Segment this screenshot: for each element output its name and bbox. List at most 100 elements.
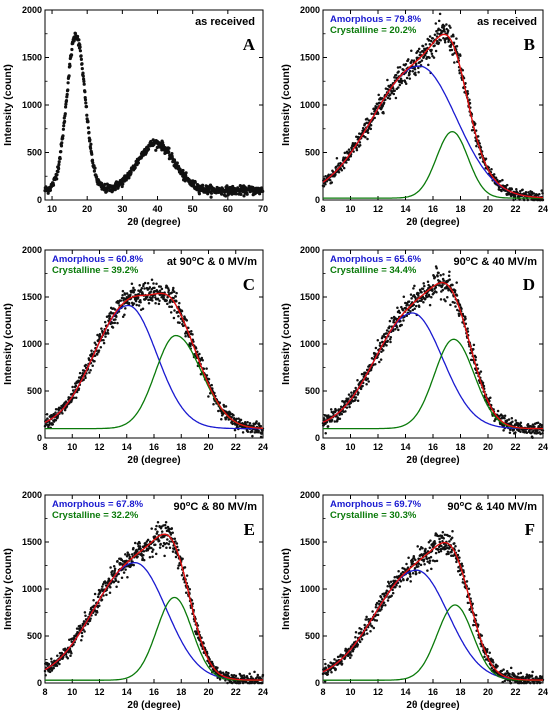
data-point (242, 194, 246, 198)
data-point (391, 591, 395, 595)
data-point (441, 288, 445, 292)
data-point (114, 579, 118, 582)
data-point (114, 180, 119, 184)
data-point (411, 571, 415, 575)
data-point (411, 560, 415, 563)
data-point (393, 575, 396, 579)
data-point (531, 670, 534, 674)
data-point (84, 376, 87, 380)
data-point (143, 281, 147, 285)
data-point (78, 49, 82, 53)
data-point (420, 298, 424, 301)
data-point (507, 418, 511, 421)
data-point (160, 287, 164, 291)
data-point (139, 299, 142, 302)
data-point (106, 328, 110, 332)
data-point (428, 56, 431, 59)
data-point (146, 538, 150, 542)
data-point (66, 88, 70, 92)
data-point (180, 573, 184, 577)
data-point (181, 168, 185, 173)
data-point (501, 178, 504, 182)
legend-crystalline: Crystalline = 34.4% (330, 265, 417, 276)
y-tick-label: 1500 (22, 53, 42, 63)
data-point (90, 349, 93, 352)
data-point (365, 615, 368, 619)
data-point (220, 418, 223, 421)
data-point (127, 176, 131, 180)
data-point (163, 554, 166, 558)
data-point (195, 630, 198, 634)
data-point (70, 47, 74, 52)
data-point (407, 556, 410, 559)
data-point (447, 552, 450, 556)
data-point (165, 546, 168, 550)
data-point (111, 569, 114, 573)
data-point (455, 294, 459, 297)
data-point (54, 411, 57, 414)
data-point (390, 594, 393, 598)
data-point (324, 666, 327, 669)
data-point (104, 335, 107, 338)
data-point (486, 648, 489, 651)
data-point (426, 560, 429, 563)
data-point (406, 577, 409, 581)
data-point (531, 436, 534, 439)
x-tick-label: 8 (42, 442, 47, 452)
x-tick-label: 12 (373, 687, 383, 697)
data-point (451, 283, 454, 287)
data-point (475, 144, 478, 148)
data-point (455, 37, 458, 40)
data-point (177, 315, 180, 318)
data-point (391, 87, 395, 90)
data-point (67, 74, 71, 78)
data-point (469, 351, 472, 355)
y-tick-label: 1000 (300, 100, 320, 110)
panel-letter: B (524, 35, 535, 54)
data-point (172, 296, 175, 300)
data-point (400, 305, 403, 309)
data-point (416, 49, 420, 53)
legend-amorphous: Amorphous = 79.8% (330, 14, 422, 25)
data-point (64, 653, 68, 656)
data-point (369, 127, 373, 131)
plot-frame (322, 249, 544, 439)
data-point (175, 542, 179, 545)
x-tick-label: 24 (538, 442, 548, 452)
data-point (146, 282, 150, 285)
data-point (61, 134, 65, 138)
data-point (98, 604, 101, 607)
data-point (365, 632, 369, 635)
data-point (417, 565, 420, 568)
data-point (136, 549, 139, 553)
data-point (387, 582, 391, 585)
data-point (242, 674, 246, 677)
data-point (440, 534, 444, 538)
data-point (397, 70, 400, 73)
data-point (139, 288, 143, 292)
data-point (448, 278, 451, 281)
data-point (218, 678, 222, 681)
data-point (354, 398, 357, 402)
x-tick-label: 18 (176, 442, 186, 452)
data-point (226, 681, 229, 685)
data-point (239, 192, 243, 196)
data-point (129, 170, 133, 174)
data-point (381, 349, 385, 352)
data-point (421, 287, 425, 291)
data-point (414, 296, 417, 300)
data-point (161, 141, 165, 145)
y-tick-label: 2000 (300, 490, 320, 500)
data-point (479, 370, 483, 373)
data-point (184, 171, 188, 175)
data-point (461, 68, 465, 72)
data-point (399, 77, 403, 80)
panel-letter: F (525, 520, 535, 539)
data-point (151, 550, 154, 554)
data-point (90, 158, 95, 162)
x-tick-label: 22 (510, 687, 520, 697)
data-point (530, 425, 533, 429)
data-point (45, 413, 49, 416)
y-tick-label: 1000 (300, 339, 320, 349)
data-point (169, 533, 173, 536)
